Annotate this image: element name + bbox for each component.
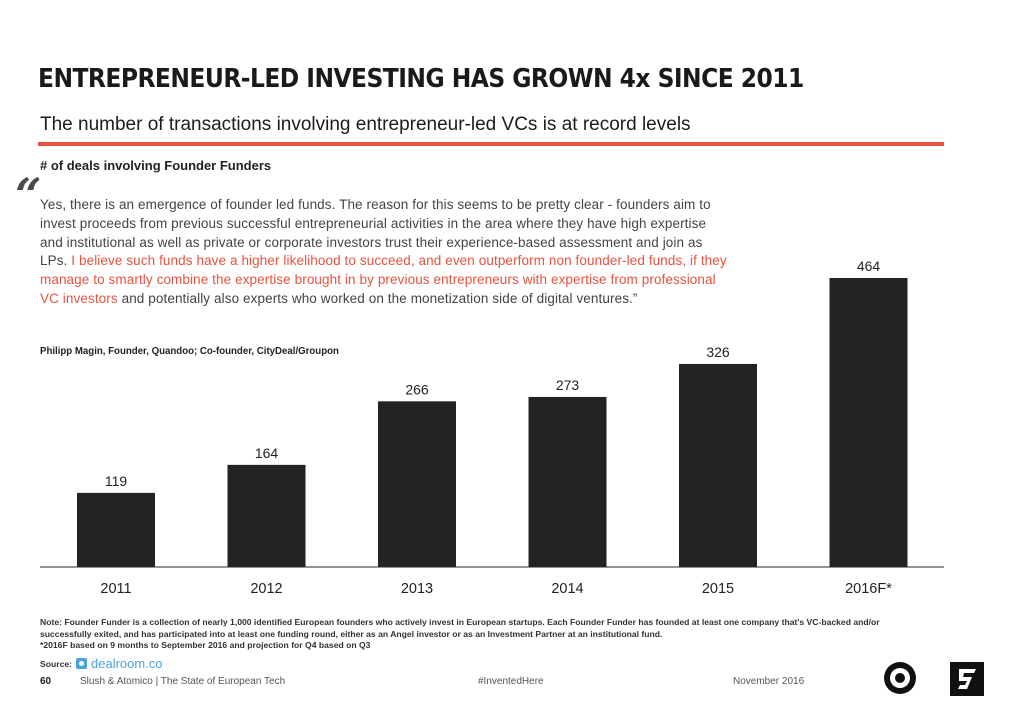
category-label-2012: 2012 (250, 581, 282, 597)
chart-label: # of deals involving Founder Funders (40, 158, 272, 173)
data-label-2012: 164 (255, 445, 279, 461)
category-label-2015: 2015 (702, 581, 734, 597)
page-subtitle: The number of transactions involving ent… (40, 114, 691, 135)
slush-logo-icon (884, 662, 916, 694)
page-title: ENTREPRENEUR-LED INVESTING HAS GROWN 4x … (38, 64, 804, 94)
footer-page-number: 60 (40, 676, 52, 687)
category-label-2013: 2013 (401, 581, 433, 597)
quote-text-highlight: I believe such funds have a higher likel… (40, 253, 727, 306)
footer-date: November 2016 (733, 676, 805, 687)
bar-2015 (679, 363, 757, 567)
data-label-2015: 326 (706, 344, 730, 360)
source-name: dealroom.co (91, 656, 163, 671)
source-line: Source: dealroom.co (40, 656, 163, 671)
footnote: Note: Founder Funder is a collection of … (40, 617, 920, 652)
data-label-2011: 119 (105, 473, 128, 489)
quote-text-before: Yes, there is an emergence of founder le… (40, 197, 711, 269)
category-label-2016F*: 2016F* (845, 581, 892, 597)
bar-2012 (227, 464, 306, 567)
footnote-forecast: *2016F based on 9 months to September 20… (40, 640, 371, 650)
quote-text: Yes, there is an emergence of founder le… (40, 196, 730, 309)
data-label-2016F*: 464 (857, 258, 881, 274)
footnote-definition: Note: Founder Funder is a collection of … (40, 617, 880, 639)
accent-rule (38, 142, 944, 146)
dealroom-logo-icon (76, 658, 87, 669)
footer-publication: Slush & Atomico | The State of European … (80, 676, 286, 687)
footer-hashtag: #InventedHere (478, 676, 544, 687)
data-label-2013: 266 (405, 381, 429, 397)
data-label-2014: 273 (556, 377, 580, 393)
quote-text-after: and potentially also experts who worked … (121, 290, 638, 306)
bar-2013 (378, 401, 456, 567)
atomico-logo-icon (950, 662, 984, 696)
category-label-2014: 2014 (551, 581, 583, 597)
quote-mark-icon: “ (15, 168, 42, 222)
category-label-2011: 2011 (100, 581, 131, 597)
quote-attribution: Philipp Magin, Founder, Quandoo; Co-foun… (40, 345, 339, 357)
bar-2016F* (829, 278, 908, 567)
bar-2014 (528, 396, 607, 567)
source-label: Source: (40, 658, 72, 669)
bar-2011 (77, 492, 155, 567)
